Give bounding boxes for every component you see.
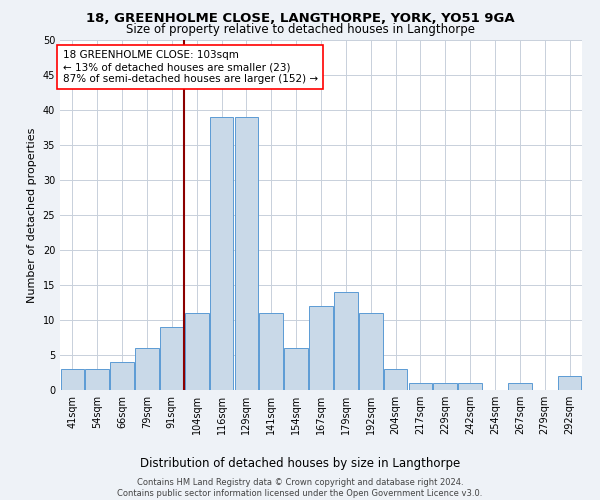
Bar [433,383,457,390]
Bar [235,117,258,390]
Bar [85,369,109,390]
Bar [110,362,134,390]
Bar [61,369,84,390]
Bar [309,306,333,390]
Text: Contains HM Land Registry data © Crown copyright and database right 2024.
Contai: Contains HM Land Registry data © Crown c… [118,478,482,498]
Bar [359,313,383,390]
Bar [210,117,233,390]
Y-axis label: Number of detached properties: Number of detached properties [27,128,37,302]
Text: 18, GREENHOLME CLOSE, LANGTHORPE, YORK, YO51 9GA: 18, GREENHOLME CLOSE, LANGTHORPE, YORK, … [86,12,514,26]
Bar [458,383,482,390]
Bar [160,327,184,390]
Bar [558,376,581,390]
Text: Size of property relative to detached houses in Langthorpe: Size of property relative to detached ho… [125,24,475,36]
Bar [185,313,209,390]
Text: 18 GREENHOLME CLOSE: 103sqm
← 13% of detached houses are smaller (23)
87% of sem: 18 GREENHOLME CLOSE: 103sqm ← 13% of det… [62,50,318,84]
Text: Distribution of detached houses by size in Langthorpe: Distribution of detached houses by size … [140,458,460,470]
Bar [135,348,159,390]
Bar [384,369,407,390]
Bar [508,383,532,390]
Bar [409,383,432,390]
Bar [259,313,283,390]
Bar [334,292,358,390]
Bar [284,348,308,390]
